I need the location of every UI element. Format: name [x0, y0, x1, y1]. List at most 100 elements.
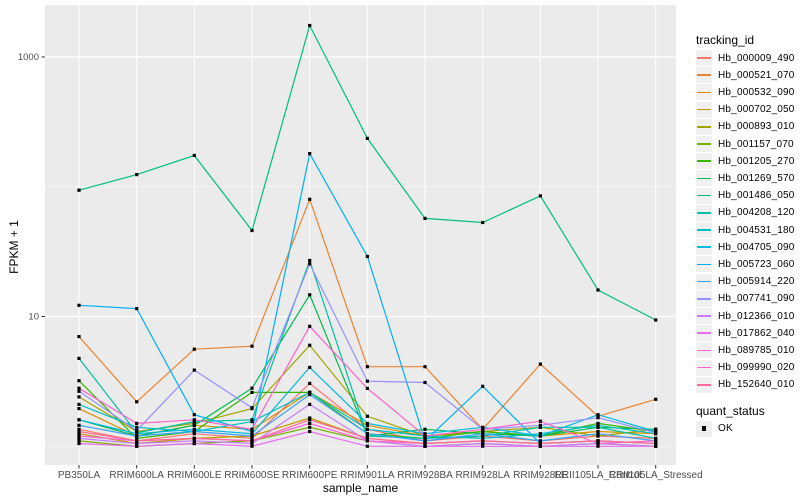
- data-point: [77, 434, 81, 438]
- data-point: [250, 344, 254, 348]
- data-point: [192, 436, 196, 440]
- legend-key-line-icon: [697, 57, 711, 59]
- legend-key-swatch: [696, 118, 712, 135]
- data-point: [77, 432, 81, 436]
- data-point: [250, 436, 254, 440]
- legend-item: Hb_089785_010: [696, 342, 795, 359]
- data-point: [538, 423, 542, 427]
- legend-title-quant-status: quant_status: [696, 404, 765, 418]
- legend-item-label: Hb_099990_020: [718, 362, 795, 374]
- legend-key-swatch: [696, 308, 712, 324]
- data-point: [250, 444, 254, 448]
- data-point: [192, 429, 196, 434]
- data-point: [423, 432, 427, 436]
- data-point: [192, 441, 196, 446]
- data-point: [423, 436, 427, 440]
- data-point: [308, 293, 312, 297]
- data-point: [77, 418, 81, 422]
- legend-key-swatch: [696, 101, 712, 118]
- data-point: [538, 444, 542, 448]
- data-point: [596, 288, 600, 292]
- legend-key-swatch: [696, 187, 712, 204]
- data-point: [192, 413, 196, 417]
- data-point: [308, 152, 312, 156]
- data-point: [538, 432, 542, 436]
- legend-item: Hb_007741_090: [696, 290, 795, 307]
- legend-key-swatch: [696, 204, 712, 221]
- data-point: [135, 441, 139, 446]
- legend-item-label: Hb_004531_180: [718, 224, 795, 236]
- data-point: [192, 418, 196, 422]
- legend-item: Hb_001486_050: [696, 187, 795, 204]
- data-point: [135, 425, 139, 429]
- legend-key-swatch: [696, 84, 712, 101]
- data-point: [77, 436, 81, 440]
- data-point: [135, 439, 139, 443]
- legend-item: Hb_001157_070: [696, 136, 794, 153]
- x-tick-label: RRIM600PE: [282, 470, 338, 481]
- data-point: [654, 427, 658, 431]
- legend-key-swatch: [696, 256, 712, 273]
- data-point: [308, 425, 312, 429]
- legend-key-line-icon: [697, 91, 711, 94]
- data-point: [250, 418, 254, 422]
- legend-key-line-icon: [697, 108, 711, 111]
- data-point: [192, 423, 196, 427]
- legend-item-label: Hb_004208_120: [718, 207, 795, 219]
- data-point: [423, 365, 427, 369]
- data-point: [192, 347, 196, 351]
- x-tick-label: RRIM901LA: [340, 470, 395, 481]
- data-point: [481, 427, 485, 431]
- data-point: [654, 441, 658, 446]
- legend-key-swatch: [696, 50, 712, 66]
- data-point: [308, 324, 312, 328]
- legend-item: Hb_005914_220: [696, 273, 795, 290]
- data-point: [308, 23, 312, 28]
- data-point: [308, 393, 312, 397]
- data-point: [77, 439, 81, 443]
- legend-key-swatch: [696, 420, 712, 437]
- x-tick-label: RRII105LA_Control: [555, 470, 642, 481]
- legend-item: Hb_004531_180: [696, 222, 795, 239]
- data-point: [77, 423, 81, 427]
- legend-item-label: Hb_001269_570: [718, 172, 795, 184]
- data-point: [365, 386, 369, 390]
- data-point: [192, 439, 196, 443]
- data-point: [135, 444, 139, 448]
- data-point: [481, 434, 485, 438]
- data-point: [250, 429, 254, 434]
- legend-item-label: Hb_000521_070: [718, 69, 795, 81]
- y-tick-label: 1000: [18, 52, 39, 63]
- data-point: [365, 432, 369, 436]
- legend-key-line-icon: [697, 194, 711, 197]
- data-point: [77, 303, 81, 307]
- data-point: [596, 423, 600, 427]
- data-point: [538, 434, 542, 438]
- legend-item-label: Hb_000893_010: [718, 121, 795, 133]
- data-point: [481, 425, 485, 429]
- data-point: [481, 441, 485, 446]
- data-point: [481, 432, 485, 436]
- data-point: [135, 429, 139, 433]
- legend-key-swatch: [696, 170, 712, 187]
- data-point: [250, 228, 254, 233]
- data-point: [77, 427, 81, 431]
- legend-key-swatch: [696, 136, 712, 152]
- data-point: [250, 434, 254, 438]
- data-point: [365, 427, 369, 431]
- legend-key-swatch: [696, 342, 712, 359]
- legend-key-line-icon: [697, 349, 711, 352]
- data-point: [654, 444, 658, 448]
- data-point: [481, 384, 485, 388]
- data-point: [538, 425, 542, 429]
- legend-item-label: Hb_007741_090: [718, 293, 795, 305]
- data-point: [596, 441, 600, 446]
- data-point: [596, 416, 600, 420]
- legend-item: Hb_000521_070: [696, 67, 795, 84]
- data-point: [596, 429, 600, 434]
- legend-key-line-icon: [697, 297, 711, 300]
- data-point: [365, 421, 369, 425]
- legend-item-label: Hb_000009_490: [718, 52, 795, 64]
